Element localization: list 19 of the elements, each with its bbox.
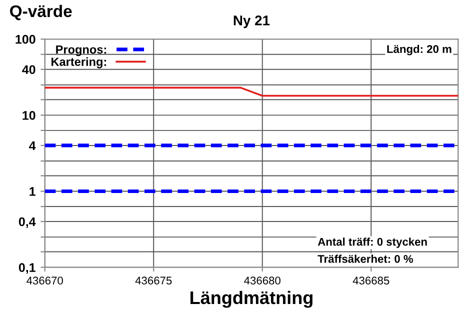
annotation: Längd: 20 m [387, 44, 452, 56]
y-tick-label: 4 [29, 141, 36, 150]
chart-title: Ny 21 [234, 16, 270, 28]
x-tick-label: 436685 [352, 276, 390, 285]
legend-label: Prognos: [56, 45, 106, 56]
x-tick-label: 436680 [244, 276, 280, 285]
x-axis-title: Längdmätning [190, 290, 312, 308]
x-tick-label: 436670 [26, 276, 63, 285]
y-tick-label: 0,4 [18, 217, 36, 228]
y-tick-label: 40 [22, 65, 36, 74]
y-axis-title: Q-värde [10, 4, 72, 20]
y-tick-label: 100 [16, 34, 36, 44]
x-tick-label: 436675 [135, 276, 172, 285]
annotation: Antal träff: 0 stycken [318, 238, 427, 248]
annotation: Träffsäkerhet: 0 % [318, 254, 414, 263]
y-tick-label: 0,1 [18, 263, 36, 274]
y-tick-label: 10 [22, 110, 36, 120]
legend-label: Kartering: [52, 57, 106, 68]
y-tick-label: 1 [30, 187, 36, 196]
